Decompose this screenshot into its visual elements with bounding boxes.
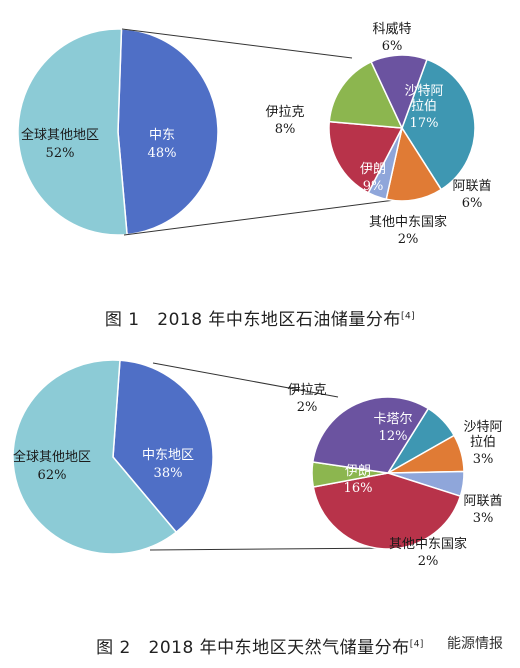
connector-line-top bbox=[152, 362, 339, 398]
watermark-label: 能源情报 bbox=[444, 632, 506, 654]
main-slice-pct: 48% bbox=[148, 146, 177, 161]
breakdown-slice-label: 伊拉克 bbox=[265, 105, 304, 120]
breakdown-pie-slice bbox=[401, 58, 476, 191]
breakdown-slice-pct: 2% bbox=[418, 554, 439, 569]
breakdown-slice-pct: 17% bbox=[410, 116, 439, 131]
breakdown-pie-slice bbox=[370, 54, 428, 130]
breakdown-slice-label: 阿联酋 bbox=[463, 493, 502, 509]
main-slice-pct: 62% bbox=[38, 468, 67, 483]
breakdown-slice-label: 沙特阿拉伯 bbox=[463, 420, 502, 450]
breakdown-slice-label: 其他中东国家 bbox=[389, 536, 467, 552]
breakdown-slice-pct: 2% bbox=[398, 232, 419, 247]
figure-1-title: 2018 年中东地区石油储量分布 bbox=[157, 310, 401, 330]
main-pie-slice bbox=[112, 359, 214, 534]
main-slice-label: 全球其他地区 bbox=[21, 127, 99, 143]
figure-2-ref: [4] bbox=[409, 639, 424, 650]
figure-1-caption: 图 1 2018 年中东地区石油储量分布[4] bbox=[0, 305, 520, 330]
breakdown-pie-slice bbox=[328, 120, 404, 194]
breakdown-slice-label: 伊朗 bbox=[345, 464, 371, 479]
breakdown-slice-pct: 16% bbox=[344, 481, 373, 496]
breakdown-slice-label: 伊拉克 bbox=[287, 383, 326, 398]
breakdown-slice-pct: 6% bbox=[382, 39, 403, 54]
breakdown-slice-pct: 6% bbox=[462, 196, 483, 211]
gas-pie-svg: 中东地区 38% 全球其他地区 62% 沙特阿拉伯 3% 阿联酋 3% 其他中东国家 2% 伊朗 16… bbox=[12, 359, 503, 569]
oil-reserves-chart: 中东 48% 全球其他地区 52% 沙特阿拉伯 17% 阿联酋 6% 其他中东国家 2% 伊朗 9% 伊… bbox=[0, 0, 520, 300]
oil-pie-svg: 中东 48% 全球其他地区 52% 沙特阿拉伯 17% 阿联酋 6% 其他中东国家 2% 伊朗 9% 伊… bbox=[17, 22, 492, 247]
figure-1-ref: [4] bbox=[400, 311, 416, 322]
breakdown-slice-pct: 2% bbox=[297, 400, 318, 415]
gas-reserves-chart: 中东地区 38% 全球其他地区 62% 沙特阿拉伯 3% 阿联酋 3% 其他中东国家 2% 伊朗 16… bbox=[0, 345, 520, 645]
figure-2-title: 2018 年中东地区天然气储量分布 bbox=[148, 638, 410, 658]
figure-1-prefix: 图 1 bbox=[104, 310, 140, 330]
main-pie-slice bbox=[12, 359, 178, 555]
breakdown-slice-label: 阿联酋 bbox=[452, 178, 491, 194]
connector-line-bottom bbox=[149, 547, 399, 551]
main-slice-label: 中东 bbox=[149, 128, 175, 143]
main-pie-slice bbox=[17, 28, 128, 236]
main-slice-label: 中东地区 bbox=[142, 448, 194, 463]
breakdown-slice-pct: 3% bbox=[473, 511, 494, 526]
connector-line-bottom bbox=[123, 199, 396, 236]
breakdown-pie-slice bbox=[311, 396, 430, 474]
breakdown-pie-slice bbox=[328, 60, 404, 129]
main-slice-pct: 38% bbox=[154, 466, 183, 481]
breakdown-slice-pct: 3% bbox=[473, 452, 494, 467]
breakdown-slice-label: 沙特阿拉伯 bbox=[404, 84, 443, 114]
breakdown-pie-slice bbox=[385, 126, 443, 202]
breakdown-slice-label: 卡塔尔 bbox=[373, 412, 412, 427]
main-pie-slice bbox=[117, 28, 219, 236]
breakdown-slice-label: 其他中东国家 bbox=[369, 214, 447, 230]
breakdown-pie-slice bbox=[312, 472, 462, 550]
figure-2-caption: 图 2 2018 年中东地区天然气储量分布[4] bbox=[0, 633, 520, 658]
connector-line-top bbox=[121, 28, 353, 59]
main-slice-pct: 52% bbox=[46, 146, 75, 161]
breakdown-slice-label: 科威特 bbox=[372, 22, 411, 37]
breakdown-slice-label: 伊朗 bbox=[360, 162, 386, 177]
breakdown-slice-pct: 9% bbox=[363, 179, 384, 194]
breakdown-slice-pct: 8% bbox=[275, 122, 296, 137]
main-slice-label: 全球其他地区 bbox=[13, 449, 91, 465]
figure-2-prefix: 图 2 bbox=[96, 638, 131, 658]
breakdown-slice-pct: 12% bbox=[379, 429, 408, 444]
